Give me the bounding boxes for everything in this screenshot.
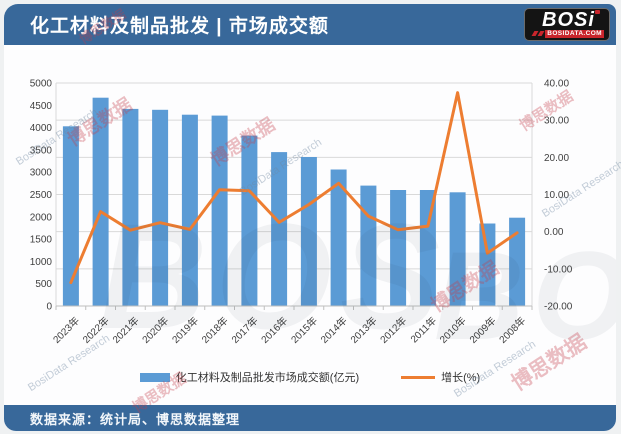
- logo-i-dot: [595, 10, 600, 14]
- bar-2022年: [92, 97, 109, 306]
- bar-2013年: [360, 185, 377, 306]
- left-axis-label: 2000: [30, 212, 53, 223]
- bar-2021年: [122, 108, 139, 307]
- x-axis-label: 2009年: [467, 314, 499, 346]
- left-axis-label: 5000: [30, 79, 53, 90]
- bar-2020年: [152, 109, 169, 306]
- chart-area: BOS BOS 05001000150020002500300035004000…: [4, 50, 616, 405]
- bar-2014年: [330, 169, 347, 306]
- data-source-text: 数据来源：统计局、博思数据整理: [30, 411, 241, 427]
- left-axis-label: 4500: [30, 101, 53, 112]
- x-axis-label: 2022年: [80, 314, 112, 346]
- x-axis-label: 2017年: [229, 314, 261, 346]
- legend-line-swatch: [401, 375, 436, 379]
- x-axis-label: 2013年: [348, 314, 380, 346]
- bar-2009年: [479, 223, 496, 306]
- right-axis-label: 10.00: [544, 190, 569, 201]
- x-axis-label: 2018年: [199, 314, 231, 346]
- left-axis-label: 2500: [30, 190, 53, 201]
- logo-domain-text: BOSIDATA.COM: [545, 29, 604, 38]
- growth-line: [69, 91, 519, 285]
- legend-item-bar: 化工材料及制品批发市场成交额(亿元): [139, 369, 360, 385]
- left-axis-label: 1500: [30, 235, 53, 246]
- right-axis-label: -10.00: [544, 264, 573, 275]
- bar-2023年: [62, 126, 79, 306]
- right-axis-label: 0.00: [544, 227, 564, 238]
- x-axis-label: 2021年: [110, 314, 142, 346]
- left-axis-label: 3500: [30, 145, 53, 156]
- x-axis-label: 2020年: [139, 314, 171, 346]
- x-axis-label: 2023年: [50, 314, 82, 346]
- logo-brand-text: BOSi: [542, 8, 595, 31]
- legend-bar-label: 化工材料及制品批发市场成交额(亿元): [175, 372, 360, 384]
- chart-legend: 化工材料及制品批发市场成交额(亿元) 增长(%): [4, 366, 616, 388]
- right-axis-label: 40.00: [544, 79, 569, 90]
- left-axis-label: 1000: [30, 257, 53, 268]
- right-axis-label: -20.00: [544, 302, 573, 313]
- left-axis-label: 500: [35, 279, 52, 290]
- legend-bar-swatch: [139, 372, 170, 382]
- x-axis-label: 2015年: [288, 314, 320, 346]
- x-axis-label: 2008年: [496, 314, 528, 346]
- left-axis-label: 4000: [30, 123, 53, 134]
- bar-2012年: [390, 190, 407, 306]
- bar-2010年: [449, 192, 466, 306]
- x-axis-label: 2019年: [169, 314, 201, 346]
- page-title: 化工材料及制品批发 | 市场成交额: [30, 16, 329, 37]
- bar-2017年: [241, 135, 258, 306]
- right-axis-label: 30.00: [544, 116, 569, 127]
- x-axis-label: 2012年: [377, 314, 409, 346]
- x-axis-label: 2016年: [258, 314, 290, 346]
- bosi-logo: BOSi BOSIDATA.COM: [524, 8, 610, 41]
- chart-svg: 0 500 1000 1500 2000 2500 3000 3500 4000 4500 5000…: [30, 79, 573, 346]
- bar-2011年: [419, 190, 436, 306]
- x-axis-label: 2014年: [318, 314, 350, 346]
- bar-2019年: [181, 114, 198, 306]
- left-axis-label: 0: [46, 302, 52, 313]
- x-axis-label: 2010年: [437, 314, 469, 346]
- header-divider: [4, 45, 616, 50]
- logo-bottom-row: BOSIDATA.COM: [531, 29, 604, 38]
- left-axis-label: 3000: [30, 168, 53, 179]
- header-bar: 化工材料及制品批发 | 市场成交额 BOSi BOSIDATA.COM: [4, 4, 616, 45]
- bar-2015年: [300, 157, 317, 306]
- legend-item-line: 增长(%): [401, 369, 480, 385]
- bar-2008年: [509, 217, 526, 306]
- right-axis-label: 20.00: [544, 153, 569, 164]
- report-card: 化工材料及制品批发 | 市场成交额 BOSi BOSIDATA.COM BOS …: [4, 4, 616, 431]
- bar-2016年: [271, 152, 288, 306]
- logo-slash-icon: [537, 31, 545, 36]
- x-axis-label: 2011年: [408, 314, 439, 345]
- bar-2018年: [211, 115, 228, 306]
- footer-bar: 数据来源：统计局、博思数据整理: [4, 405, 616, 431]
- legend-line-label: 增长(%): [441, 372, 481, 384]
